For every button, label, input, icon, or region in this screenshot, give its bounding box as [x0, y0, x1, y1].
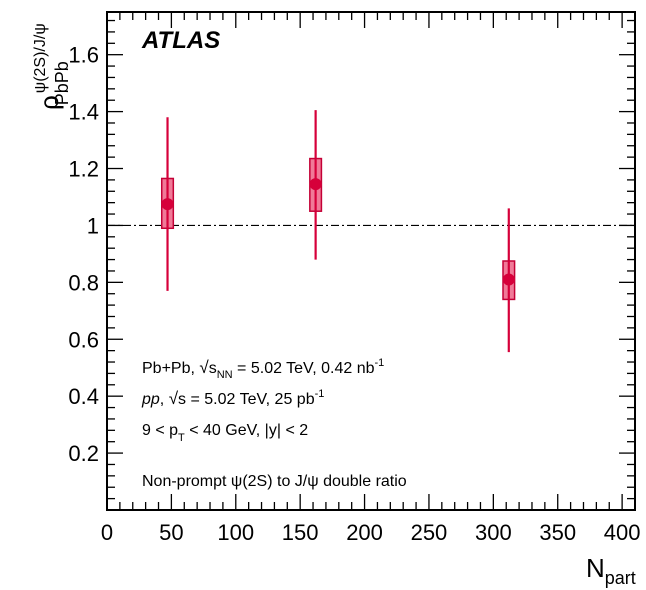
y-tick-label: 0.4	[68, 384, 99, 409]
x-tick-label: 100	[217, 520, 254, 545]
x-tick-label: 250	[411, 520, 448, 545]
x-tick-label: 0	[101, 520, 113, 545]
y-tick-label: 1.6	[68, 43, 99, 68]
axis-ticks	[106, 12, 636, 511]
x-tick-label: 300	[475, 520, 512, 545]
annotation-pbpb: Pb+Pb, √sNN = 5.02 TeV, 0.42 nb-1	[142, 357, 384, 381]
y-tick-label: 1	[87, 213, 99, 238]
y-tick-label: 1.4	[68, 100, 99, 125]
sqrt-sign: √	[199, 358, 209, 377]
data-marker	[502, 273, 515, 286]
data-marker	[309, 178, 322, 191]
axis-tick-labels: 0 50 100 150 200 250 300 350 400 0.2 0.4 0.6 0.8 1 1.2…	[68, 43, 640, 545]
y-axis-title: ρψ(2S)/J/ψ PbPb	[32, 23, 72, 110]
x-tick-label: 50	[159, 520, 183, 545]
y-tick-label: 0.2	[68, 441, 99, 466]
atlas-label: ATLAS	[141, 27, 220, 54]
plot-frame	[106, 11, 636, 511]
x-axis-title: Npart	[586, 553, 636, 588]
data-marker	[161, 198, 174, 211]
y-tick-label: 0.6	[68, 327, 99, 352]
data-points	[160, 110, 516, 353]
x-tick-label: 150	[282, 520, 319, 545]
y-tick-label: 1.2	[68, 157, 99, 182]
y-tick-label: 0.8	[68, 270, 99, 295]
annotation-kinematics: 9 < pT < 40 GeV, |y| < 2	[142, 422, 308, 444]
x-tick-label: 400	[604, 520, 641, 545]
sqrt-sign: √	[169, 389, 179, 408]
annotation-pp: pp, √s = 5.02 TeV, 25 pb-1	[141, 388, 324, 408]
x-tick-label: 200	[346, 520, 383, 545]
annotation-description: Non-prompt ψ(2S) to J/ψ double ratio	[142, 473, 407, 490]
x-tick-label: 350	[539, 520, 576, 545]
